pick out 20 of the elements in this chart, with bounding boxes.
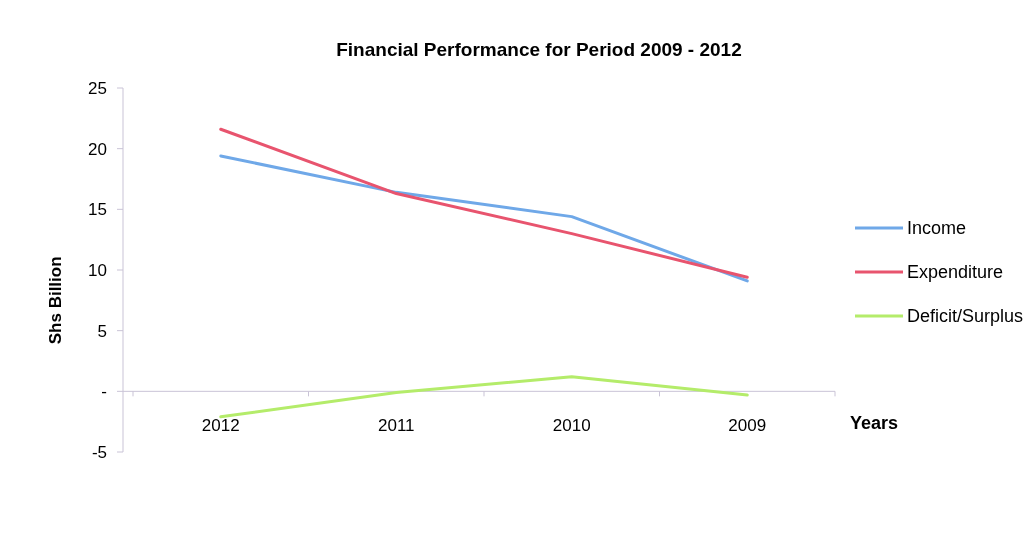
x-tick-label: 2011 — [377, 416, 415, 436]
x-tick-label: 2010 — [552, 416, 591, 436]
y-tick-label: 10 — [88, 260, 107, 280]
y-tick-label: 5 — [97, 321, 107, 341]
x-tick-label: 2012 — [201, 416, 240, 436]
legend-label: Deficit/Surplus — [907, 306, 1024, 327]
y-tick-label: -5 — [91, 442, 107, 462]
line-series — [219, 127, 749, 279]
legend-label: Income — [907, 218, 967, 239]
line-series — [219, 154, 749, 283]
legend-label: Expenditure — [907, 262, 1004, 283]
y-axis-title: Shs Billion — [46, 256, 65, 345]
x-axis-title: Years — [850, 413, 899, 434]
x-tick-label: 2009 — [728, 416, 767, 436]
y-tick-label: 20 — [88, 139, 107, 159]
line-series — [219, 375, 749, 419]
chart-title: Financial Performance for Period 2009 - 2012 — [336, 39, 742, 60]
y-tick-label: - — [101, 382, 107, 402]
y-tick-label: 25 — [88, 78, 107, 98]
y-tick-label: 15 — [88, 200, 107, 220]
